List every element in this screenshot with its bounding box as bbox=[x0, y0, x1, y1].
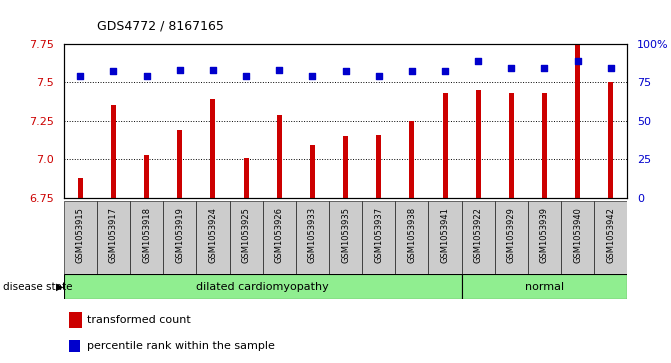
Bar bbox=[542, 93, 547, 198]
Text: GSM1053924: GSM1053924 bbox=[209, 207, 217, 263]
Bar bbox=[177, 130, 183, 198]
Bar bbox=[575, 44, 580, 198]
Text: GSM1053942: GSM1053942 bbox=[607, 207, 615, 263]
Bar bbox=[144, 155, 149, 198]
Text: ▶: ▶ bbox=[56, 282, 63, 292]
Point bbox=[75, 73, 86, 79]
Text: GSM1053938: GSM1053938 bbox=[407, 207, 417, 264]
Bar bbox=[609, 82, 613, 198]
Text: GSM1053917: GSM1053917 bbox=[109, 207, 118, 263]
Bar bbox=[276, 115, 282, 198]
Bar bbox=[443, 93, 448, 198]
Text: GSM1053933: GSM1053933 bbox=[308, 207, 317, 264]
Point bbox=[440, 68, 450, 74]
Bar bbox=[163, 201, 197, 274]
Text: normal: normal bbox=[525, 282, 564, 292]
Text: percentile rank within the sample: percentile rank within the sample bbox=[87, 341, 275, 351]
Text: GSM1053925: GSM1053925 bbox=[242, 207, 250, 263]
Text: GSM1053939: GSM1053939 bbox=[540, 207, 549, 263]
Text: GDS4772 / 8167165: GDS4772 / 8167165 bbox=[97, 20, 224, 33]
Text: GSM1053940: GSM1053940 bbox=[573, 207, 582, 263]
Bar bbox=[495, 201, 528, 274]
Bar bbox=[262, 201, 296, 274]
Bar bbox=[509, 93, 514, 198]
Text: GSM1053941: GSM1053941 bbox=[441, 207, 450, 263]
Bar bbox=[78, 178, 83, 198]
Point bbox=[572, 58, 583, 64]
Bar bbox=[409, 121, 415, 198]
Bar bbox=[64, 274, 462, 299]
Bar bbox=[329, 201, 362, 274]
Point bbox=[473, 58, 484, 64]
Bar bbox=[244, 158, 248, 198]
Text: disease state: disease state bbox=[3, 282, 73, 292]
Bar bbox=[595, 201, 627, 274]
Point bbox=[142, 73, 152, 79]
Bar bbox=[310, 146, 315, 198]
Point bbox=[274, 67, 285, 73]
Bar bbox=[97, 201, 130, 274]
Bar bbox=[462, 201, 495, 274]
Text: GSM1053922: GSM1053922 bbox=[474, 207, 482, 263]
Point bbox=[241, 73, 252, 79]
Text: GSM1053929: GSM1053929 bbox=[507, 207, 516, 263]
Bar bbox=[343, 136, 348, 198]
Point bbox=[373, 73, 384, 79]
Point bbox=[605, 65, 616, 71]
Bar bbox=[362, 201, 395, 274]
Text: GSM1053915: GSM1053915 bbox=[76, 207, 85, 263]
Bar bbox=[429, 201, 462, 274]
Bar bbox=[561, 201, 595, 274]
Bar bbox=[476, 90, 480, 198]
Bar bbox=[64, 201, 97, 274]
Point bbox=[307, 73, 318, 79]
Text: GSM1053918: GSM1053918 bbox=[142, 207, 151, 263]
Bar bbox=[528, 201, 561, 274]
Bar bbox=[69, 311, 82, 328]
Text: GSM1053926: GSM1053926 bbox=[274, 207, 284, 263]
Bar bbox=[376, 135, 381, 198]
Bar bbox=[296, 201, 329, 274]
Point bbox=[539, 65, 550, 71]
Text: GSM1053935: GSM1053935 bbox=[341, 207, 350, 263]
Text: GSM1053937: GSM1053937 bbox=[374, 207, 383, 264]
Bar bbox=[69, 340, 80, 352]
Point bbox=[407, 68, 417, 74]
Bar bbox=[197, 201, 229, 274]
Bar bbox=[462, 274, 627, 299]
Bar bbox=[229, 201, 262, 274]
Text: transformed count: transformed count bbox=[87, 315, 191, 325]
Text: dilated cardiomyopathy: dilated cardiomyopathy bbox=[197, 282, 329, 292]
Point bbox=[174, 67, 185, 73]
Bar bbox=[111, 105, 116, 198]
Text: GSM1053919: GSM1053919 bbox=[175, 207, 185, 263]
Bar bbox=[130, 201, 163, 274]
Point bbox=[340, 68, 351, 74]
Point bbox=[108, 68, 119, 74]
Point bbox=[506, 65, 517, 71]
Point bbox=[207, 67, 218, 73]
Bar bbox=[211, 99, 215, 198]
Bar bbox=[395, 201, 429, 274]
